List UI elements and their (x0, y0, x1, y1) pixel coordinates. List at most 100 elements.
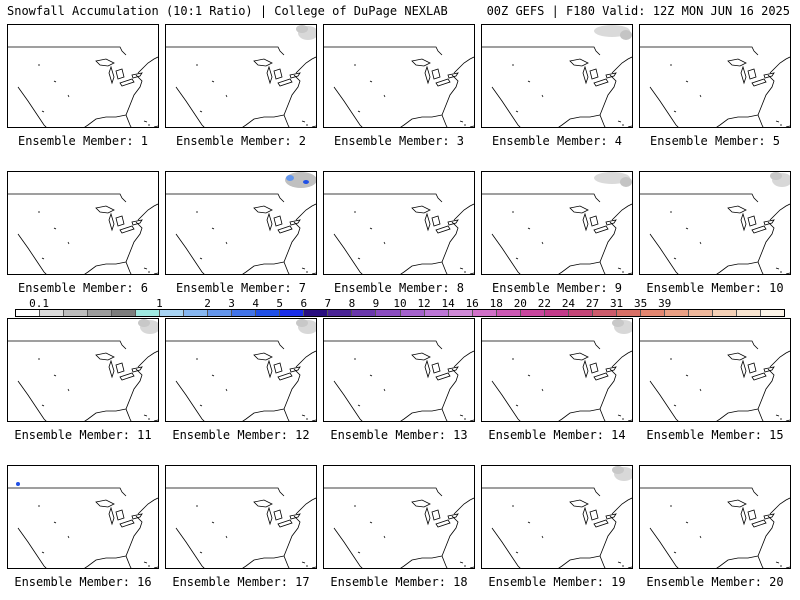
colorbar-cell (640, 310, 665, 316)
colorbar-cell (280, 310, 305, 316)
colorbar-cell (592, 310, 617, 316)
us-basemap (482, 319, 632, 421)
colorbar-cell (544, 310, 569, 316)
colorbar-cell (64, 310, 89, 316)
us-basemap (166, 25, 316, 127)
ensemble-map-panel (639, 171, 791, 275)
us-basemap (640, 487, 790, 568)
ensemble-member-label: Ensemble Member: 5 (649, 134, 781, 148)
ensemble-map-panel (481, 24, 633, 128)
us-basemap (482, 172, 632, 274)
colorbar-tick-label: 0.1 (29, 297, 49, 310)
ensemble-map-panel (481, 171, 633, 275)
colorbar-cell (112, 310, 137, 316)
colorbar-tick-label: 24 (561, 297, 576, 310)
ensemble-member-label: Ensemble Member: 11 (14, 428, 152, 442)
colorbar-cell (688, 310, 713, 316)
ensemble-map-panel (7, 24, 159, 128)
colorbar-cell (520, 310, 545, 316)
colorbar-cell (664, 310, 689, 316)
ensemble-member-label: Ensemble Member: 8 (333, 281, 465, 295)
colorbar-cell (88, 310, 113, 316)
colorbar-cell (304, 310, 329, 316)
us-basemap (324, 193, 474, 274)
colorbar-tick-label: 2 (204, 297, 211, 310)
ensemble-map-panel (7, 465, 159, 569)
ensemble-map-panel (7, 318, 159, 422)
colorbar-tick-label: 22 (537, 297, 551, 310)
us-basemap (640, 46, 790, 127)
us-basemap (324, 340, 474, 421)
ensemble-member-label: Ensemble Member: 7 (175, 281, 307, 295)
ensemble-map-panel (323, 465, 475, 569)
colorbar-tick-label: 5 (276, 297, 283, 310)
ensemble-map-panel (481, 465, 633, 569)
colorbar-cell (208, 310, 233, 316)
colorbar-cell (160, 310, 185, 316)
ensemble-member-label: Ensemble Member: 9 (491, 281, 623, 295)
us-basemap (324, 46, 474, 127)
colorbar-cell (736, 310, 761, 316)
us-basemap (8, 46, 158, 127)
colorbar-tick-label: 16 (465, 297, 479, 310)
colorbar-tick-label: 6 (300, 297, 308, 310)
colorbar-tick-label: 9 (372, 297, 380, 310)
ensemble-map-panel (639, 24, 791, 128)
colorbar-tick-label: 35 (634, 297, 648, 310)
us-basemap (640, 172, 790, 274)
colorbar-tick-label: 3 (228, 297, 235, 310)
ensemble-map-panel (165, 171, 317, 275)
ensemble-member-label: Ensemble Member: 12 (172, 428, 310, 442)
colorbar-tick-label: 7 (324, 297, 332, 310)
ensemble-map-panel (639, 465, 791, 569)
colorbar-cell (232, 310, 257, 316)
ensemble-member-label: Ensemble Member: 18 (330, 575, 468, 589)
colorbar-tick-label: 14 (441, 297, 455, 310)
ensemble-map-panel (165, 465, 317, 569)
ensemble-member-label: Ensemble Member: 2 (175, 134, 307, 148)
ensemble-map-panel (639, 318, 791, 422)
colorbar-cell (328, 310, 353, 316)
colorbar-cell (472, 310, 497, 316)
ensemble-map-panel (481, 318, 633, 422)
colorbar-tick-label: 10 (393, 297, 407, 310)
colorbar-cell (448, 310, 473, 316)
us-basemap (8, 193, 158, 274)
us-basemap (640, 340, 790, 421)
ensemble-map-panel (323, 24, 475, 128)
colorbar-tick-label: 1 (156, 297, 163, 310)
ensemble-member-label: Ensemble Member: 10 (646, 281, 784, 295)
colorbar-tick-label: 8 (348, 297, 356, 310)
colorbar-cell (136, 310, 161, 316)
colorbar-tick-label: 39 (658, 297, 672, 310)
us-basemap (166, 319, 316, 421)
colorbar-tick-label: 27 (585, 297, 600, 310)
colorbar-cell (616, 310, 641, 316)
colorbar-cell (256, 310, 281, 316)
colorbar-cell (496, 310, 521, 316)
colorbar-cell (400, 310, 425, 316)
ensemble-map-panel (7, 171, 159, 275)
snowfall-colorbar (15, 309, 785, 317)
us-basemap (166, 487, 316, 568)
us-basemap (8, 482, 158, 568)
ensemble-member-label: Ensemble Member: 3 (333, 134, 465, 148)
ensemble-member-label: Ensemble Member: 6 (17, 281, 149, 295)
colorbar-cell (712, 310, 737, 316)
us-basemap (482, 25, 632, 127)
valid-time-title: 00Z GEFS | F180 Valid: 12Z MON JUN 16 20… (486, 4, 790, 18)
colorbar-cell (352, 310, 377, 316)
colorbar-tick-label: 18 (489, 297, 503, 310)
colorbar-tick-label: 20 (513, 297, 527, 310)
us-basemap (324, 487, 474, 568)
ensemble-member-label: Ensemble Member: 14 (488, 428, 626, 442)
colorbar-cell (184, 310, 209, 316)
ensemble-map-panel (323, 318, 475, 422)
ensemble-map-panel (165, 318, 317, 422)
ensemble-member-label: Ensemble Member: 13 (330, 428, 468, 442)
colorbar-cell (376, 310, 401, 316)
ensemble-member-label: Ensemble Member: 20 (646, 575, 784, 589)
us-basemap (166, 172, 316, 274)
us-basemap (8, 319, 158, 421)
ensemble-map-panel (165, 24, 317, 128)
